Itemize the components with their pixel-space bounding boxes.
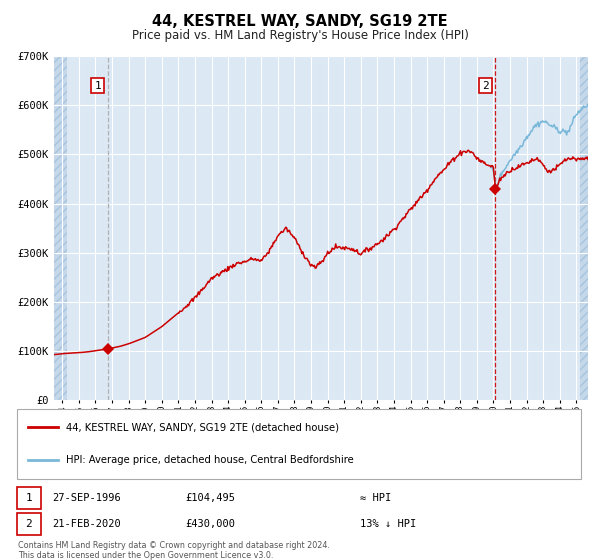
- Text: 1: 1: [26, 493, 32, 503]
- Text: ≈ HPI: ≈ HPI: [360, 493, 391, 503]
- Text: 27-SEP-1996: 27-SEP-1996: [52, 493, 121, 503]
- Bar: [54, 56, 67, 400]
- Text: 2: 2: [482, 81, 489, 91]
- Text: 2: 2: [26, 519, 32, 529]
- Text: 13% ↓ HPI: 13% ↓ HPI: [360, 519, 416, 529]
- Text: £104,495: £104,495: [185, 493, 235, 503]
- Text: Contains HM Land Registry data © Crown copyright and database right 2024.: Contains HM Land Registry data © Crown c…: [18, 542, 330, 550]
- Text: This data is licensed under the Open Government Licence v3.0.: This data is licensed under the Open Gov…: [18, 552, 274, 560]
- Text: 1: 1: [94, 81, 101, 91]
- Text: 44, KESTREL WAY, SANDY, SG19 2TE: 44, KESTREL WAY, SANDY, SG19 2TE: [152, 14, 448, 29]
- Text: 44, KESTREL WAY, SANDY, SG19 2TE (detached house): 44, KESTREL WAY, SANDY, SG19 2TE (detach…: [66, 422, 339, 432]
- Text: 21-FEB-2020: 21-FEB-2020: [52, 519, 121, 529]
- FancyBboxPatch shape: [17, 513, 41, 535]
- Bar: [580, 56, 588, 400]
- FancyBboxPatch shape: [17, 487, 41, 509]
- Text: £430,000: £430,000: [185, 519, 235, 529]
- Text: HPI: Average price, detached house, Central Bedfordshire: HPI: Average price, detached house, Cent…: [66, 455, 354, 465]
- FancyBboxPatch shape: [17, 409, 581, 479]
- Text: Price paid vs. HM Land Registry's House Price Index (HPI): Price paid vs. HM Land Registry's House …: [131, 29, 469, 42]
